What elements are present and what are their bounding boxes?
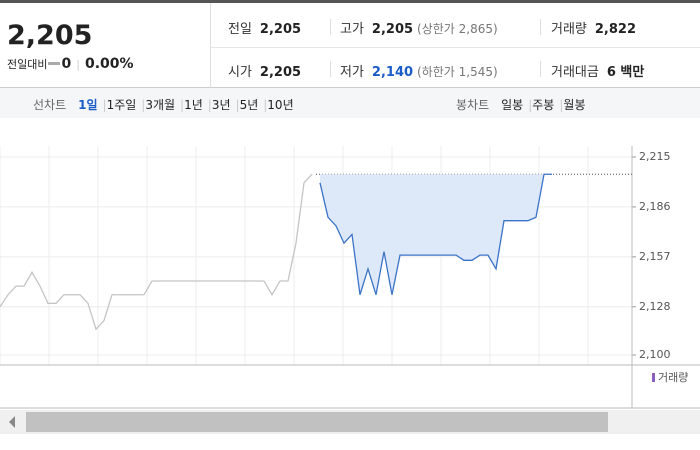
y-tick-label: 2,186 [639, 200, 671, 213]
separator: | [235, 98, 240, 112]
tab[interactable]: 1주일 [106, 98, 137, 112]
summary-cell: 거래대금 6 백만 [551, 61, 644, 80]
summary-cell: 거래량 2,822 [551, 18, 636, 37]
tab[interactable]: 10년 [267, 98, 294, 112]
flat-icon [48, 62, 61, 65]
tab[interactable]: 일봉 [501, 98, 524, 112]
y-tick-label: 2,215 [639, 150, 671, 163]
tab[interactable]: 3개월 [145, 98, 176, 112]
separator: | [180, 98, 185, 112]
summary-label: 전일 [228, 22, 252, 37]
summary-cell: 시가 2,205 [228, 61, 301, 80]
summary-note: (하한가 1,545) [417, 65, 498, 79]
tab[interactable]: 3년 [211, 98, 231, 112]
quote-box: 2,205 전일대비 0 | 0.00% [0, 3, 211, 88]
quote-panel: 2,205 전일대비 0 | 0.00% 전일 2,205 고가 2,205 (상한가 2,8… [0, 0, 700, 88]
separator: | [141, 98, 146, 112]
summary-cell: 고가 2,205 (상한가 2,865) [340, 18, 498, 37]
separator: | [102, 98, 107, 112]
change: 전일대비 0 | 0.00% [7, 56, 134, 72]
tab-group-label: 선차트 [33, 98, 67, 112]
tab[interactable]: 1일 [78, 98, 98, 112]
summary-value: 2,822 [594, 22, 637, 37]
change-label: 전일대비 [7, 58, 48, 71]
tab[interactable]: 1년 [184, 98, 203, 112]
volume-legend: 거래량 [658, 371, 688, 384]
summary-cell: 저가 2,140 (하한가 1,545) [340, 61, 498, 80]
price-line [0, 173, 313, 331]
candle-tabs: 봉차트 일봉 |주봉 |월봉 [456, 96, 586, 113]
tab-bar: 선차트 1일 |1주일 |3개월 |1년 |3년 |5년 |10년 봉차트 일봉 |주봉 |월봉 [0, 88, 700, 119]
scrollbar-thumb [26, 412, 608, 432]
summary-value: 2,205 [371, 22, 414, 37]
tab[interactable]: 5년 [239, 98, 259, 112]
summary-value: 2,205 [259, 22, 302, 37]
line-tabs: 선차트 1일 |1주일 |3개월 |1년 |3년 |5년 |10년 [33, 96, 294, 113]
chart: 2,100 2,128 2,157 2,186 2,215 거래량 [0, 118, 700, 434]
plot-bg [0, 118, 700, 408]
separator: | [207, 98, 212, 112]
separator: | [528, 98, 533, 112]
y-tick-label: 2,157 [639, 250, 671, 263]
y-tick-label: 2,100 [639, 348, 671, 361]
y-tick-label: 2,128 [639, 300, 671, 313]
price: 2,205 [7, 20, 93, 51]
summary-label: 고가 [340, 22, 364, 37]
summary-label: 거래량 [551, 22, 587, 37]
change-pct: 0.00% [84, 56, 134, 72]
separator: | [263, 98, 268, 112]
volume-legend-mark [652, 373, 655, 382]
summary-note: (상한가 2,865) [417, 22, 498, 36]
summary-label: 시가 [228, 65, 252, 80]
summary-cell: 전일 2,205 [228, 18, 301, 37]
summary-value: 2,140 [371, 65, 414, 80]
tab-group-label: 봉차트 [456, 98, 490, 112]
summary-value: 2,205 [259, 65, 302, 80]
summary-label: 거래대금 [551, 65, 599, 80]
tab[interactable]: 주봉 [532, 98, 555, 112]
separator: | [559, 98, 564, 112]
change-value: 0 [61, 56, 72, 72]
price-line [319, 173, 552, 295]
summary-label: 저가 [340, 65, 364, 80]
scroll-left [9, 416, 15, 428]
tab[interactable]: 월봉 [563, 98, 586, 112]
summary-value: 6 백만 [606, 65, 645, 80]
